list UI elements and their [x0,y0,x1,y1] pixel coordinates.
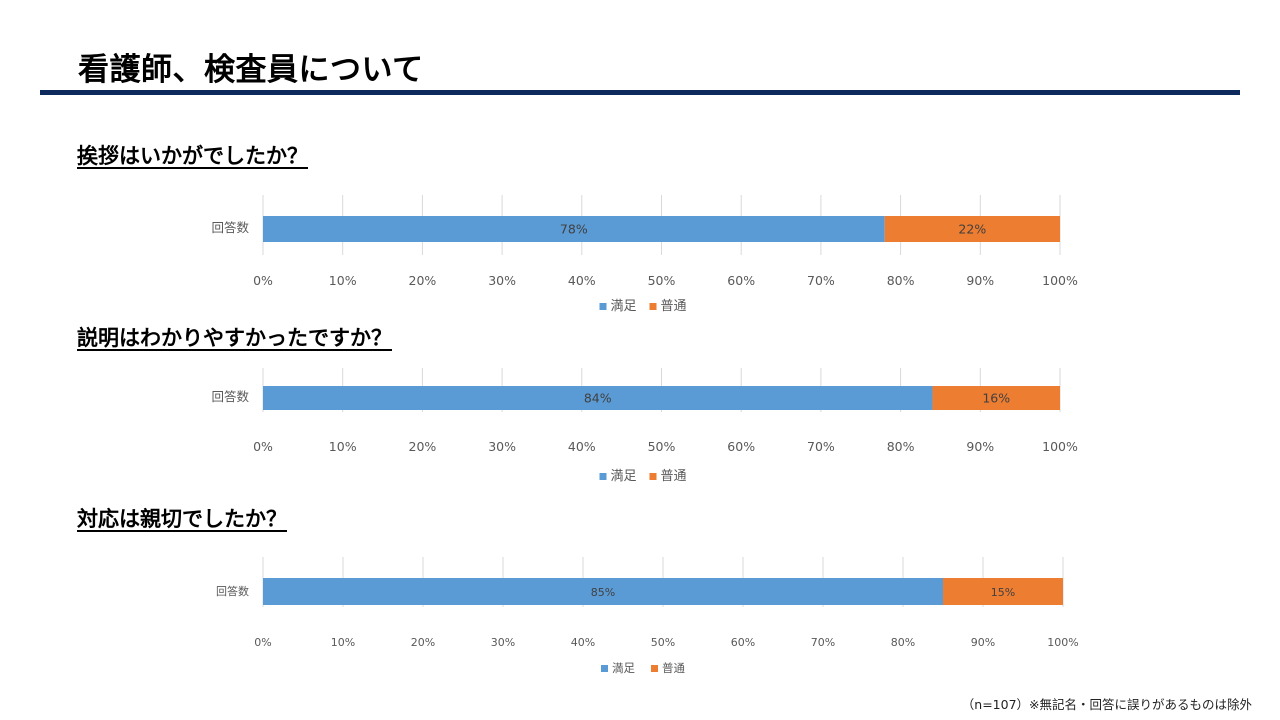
chart-explanation: 0% 10% 20% 30% 40% 50% 60% 70% 80% 90% 100% 回答数 84% 1… [211,368,1078,484]
tick-label: 80% [891,636,915,649]
tick-label: 10% [329,273,357,288]
legend-label: 普通 [661,299,687,314]
tick-label: 0% [253,439,273,454]
legend-label: 普通 [661,469,687,484]
bar-segment-satisfied [263,216,885,242]
legend-swatch-satisfied [599,303,607,310]
tick-label: 50% [648,273,676,288]
tick-label: 0% [253,273,273,288]
tick-label: 90% [966,273,994,288]
category-label: 回答数 [211,220,249,235]
tick-label: 20% [409,273,437,288]
tick-label: 100% [1042,273,1078,288]
data-label: 16% [982,391,1010,406]
chart-kindness: 0% 10% 20% 30% 40% 50% 60% 70% 80% 90% 100% 回答数 85% 1… [216,557,1079,675]
legend-label: 満足 [612,661,635,675]
tick-label: 90% [971,636,995,649]
legend-label: 満足 [611,299,637,314]
question-greeting: 挨拶はいかがでしたか？ [77,144,308,168]
tick-label: 40% [571,636,595,649]
tick-label: 40% [568,439,596,454]
tick-label: 100% [1047,636,1078,649]
tick-label: 70% [811,636,835,649]
tick-label: 70% [807,439,835,454]
chart-greeting: 0% 10% 20% 30% 40% 50% 60% 70% 80% 90% 100% 回答数 78% 2… [211,195,1078,314]
bar-segment-satisfied [263,386,933,410]
title-rule [40,90,1240,95]
bar-segment-normal [884,216,1060,242]
data-label: 85% [591,586,615,599]
tick-label: 10% [329,439,357,454]
page-title: 看護師、検査員について [78,52,424,88]
tick-label: 100% [1042,439,1078,454]
tick-label: 80% [887,273,915,288]
data-label: 15% [991,586,1015,599]
legend-swatch-satisfied [601,665,608,672]
tick-label: 30% [491,636,515,649]
tick-label: 30% [488,273,516,288]
category-label: 回答数 [211,389,249,404]
legend-swatch-normal [649,473,657,480]
data-label: 84% [584,391,612,406]
tick-label: 70% [807,273,835,288]
legend-swatch-normal [649,303,657,310]
tick-label: 0% [254,636,271,649]
tick-label: 30% [488,439,516,454]
tick-label: 50% [651,636,675,649]
legend-label: 普通 [662,661,685,675]
data-label: 22% [958,222,986,237]
bar-segment-satisfied [263,578,943,605]
category-label: 回答数 [216,584,249,598]
tick-label: 40% [568,273,596,288]
tick-label: 80% [887,439,915,454]
tick-label: 20% [409,439,437,454]
question-explanation: 説明はわかりやすかったですか？ [77,326,392,350]
tick-label: 10% [331,636,355,649]
footnote: （n=107）※無記名・回答に誤りがあるものは除外 [961,697,1252,712]
tick-label: 60% [727,439,755,454]
question-kindness: 対応は親切でしたか？ [77,507,287,531]
tick-label: 20% [411,636,435,649]
tick-label: 50% [648,439,676,454]
tick-label: 60% [727,273,755,288]
bar-segment-normal [932,386,1060,410]
tick-label: 60% [731,636,755,649]
tick-label: 90% [966,439,994,454]
data-label: 78% [560,222,588,237]
legend-label: 満足 [611,469,637,484]
legend-swatch-normal [651,665,658,672]
legend-swatch-satisfied [599,473,607,480]
bar-segment-normal [943,578,1063,605]
